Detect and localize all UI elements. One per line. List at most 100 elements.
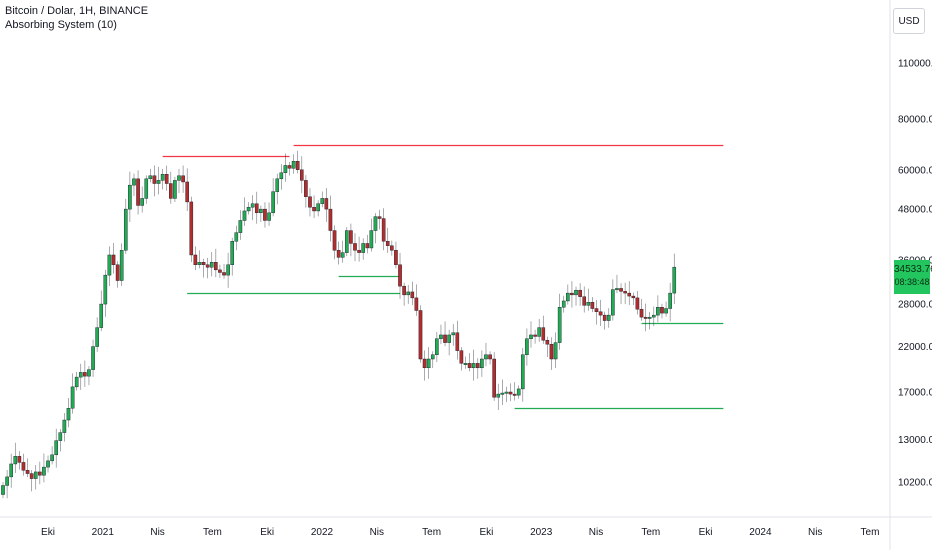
currency-button[interactable]: USD — [893, 8, 925, 34]
candle-down — [357, 236, 361, 262]
candle-up — [647, 311, 652, 330]
candle-body — [557, 307, 562, 343]
candle-body — [17, 456, 22, 463]
candle-body — [91, 346, 95, 370]
candle-body — [312, 207, 316, 212]
candle-body — [295, 160, 300, 170]
candle-body — [33, 471, 38, 479]
candle-down — [38, 461, 42, 485]
candle-up — [99, 290, 104, 332]
candle-down — [402, 282, 406, 306]
candle-down — [308, 188, 312, 217]
candle-up — [160, 169, 165, 190]
candle-down — [508, 383, 513, 402]
candle-body — [205, 264, 210, 268]
candle-up — [209, 251, 214, 277]
candle-down — [594, 299, 599, 325]
candle-down — [414, 284, 419, 316]
candle-body — [279, 172, 284, 180]
candle-up — [664, 301, 668, 317]
candle-up — [66, 398, 71, 428]
symbol-title[interactable]: Bitcoin / Dolar, 1H, BINANCE — [5, 5, 149, 17]
y-tick-label: 17000.00 — [898, 387, 932, 398]
candle-body — [336, 250, 341, 258]
candle-up — [406, 285, 411, 304]
candle-body — [156, 180, 161, 184]
candle-body — [361, 243, 365, 253]
candle-body — [304, 180, 308, 197]
candle-body — [226, 264, 230, 276]
candle-body — [500, 392, 505, 395]
candle-body — [316, 203, 320, 212]
candle-body — [5, 476, 9, 486]
candle-down — [377, 209, 382, 230]
time-axis[interactable]: Eki 2021 Nis Tem Eki 2022 Nis Tem Eki 2023 Nis Tem E… — [41, 527, 879, 538]
candle-body — [242, 210, 247, 221]
y-tick-label: 110000.00 — [898, 59, 932, 70]
candle-down — [631, 292, 636, 306]
candle-up — [62, 413, 67, 442]
candle-body — [541, 327, 546, 341]
candle-body — [201, 262, 206, 265]
candle-body — [398, 264, 402, 287]
chart-legend: Bitcoin / Dolar, 1H, BINANCE Absorbing S… — [5, 4, 148, 32]
candle-down — [205, 257, 210, 279]
candle-up — [369, 218, 374, 252]
candle-body — [353, 243, 357, 251]
candle-body — [365, 243, 370, 249]
candle-body — [529, 334, 533, 339]
x-tick-label: Tem — [422, 527, 441, 538]
candle-body — [435, 338, 439, 355]
candle-up — [561, 295, 566, 313]
candle-up — [33, 465, 38, 490]
candle-body — [214, 262, 218, 271]
candle-up — [586, 288, 591, 311]
candle-up — [651, 306, 656, 327]
x-tick-label: Tem — [641, 527, 660, 538]
candle-body — [508, 391, 513, 395]
candle-body — [185, 181, 189, 203]
candle-body — [660, 307, 664, 314]
candle-up — [128, 171, 132, 222]
candle-down — [25, 458, 30, 478]
indicator-title[interactable]: Absorbing System (10) — [5, 19, 117, 31]
candle-up — [606, 308, 611, 328]
candle-body — [132, 178, 136, 186]
candle-body — [103, 274, 108, 305]
x-tick-label: Nis — [589, 527, 603, 538]
x-tick-label: Nis — [370, 527, 384, 538]
candle-up — [123, 198, 128, 254]
candle-up — [87, 366, 91, 386]
candle-body — [62, 419, 67, 433]
candle-up — [242, 197, 247, 226]
candle-body — [42, 466, 46, 476]
candle-body — [271, 191, 275, 214]
candles — [1, 150, 677, 499]
candle-body — [111, 254, 116, 265]
candle-body — [275, 178, 280, 192]
candle-up — [78, 363, 83, 390]
candle-down — [136, 170, 140, 215]
candle-up — [521, 347, 525, 402]
candle-up — [447, 329, 451, 356]
candle-down — [29, 470, 34, 492]
candle-body — [455, 332, 460, 351]
last-price-value: 34533.76 — [894, 264, 932, 275]
candle-body — [209, 262, 214, 268]
candle-body — [492, 358, 496, 398]
candle-body — [451, 332, 456, 336]
candle-down — [459, 347, 464, 371]
candle-body — [148, 175, 153, 180]
candle-body — [369, 230, 374, 249]
candle-down — [381, 208, 386, 251]
candle-down — [332, 225, 337, 260]
candle-body — [99, 303, 104, 328]
candle-body — [406, 291, 411, 296]
candle-up — [316, 200, 320, 217]
candle-body — [193, 254, 198, 265]
candle-down — [533, 329, 537, 344]
candle-down — [181, 165, 185, 193]
candle-body — [570, 292, 574, 296]
candle-up — [230, 237, 235, 276]
